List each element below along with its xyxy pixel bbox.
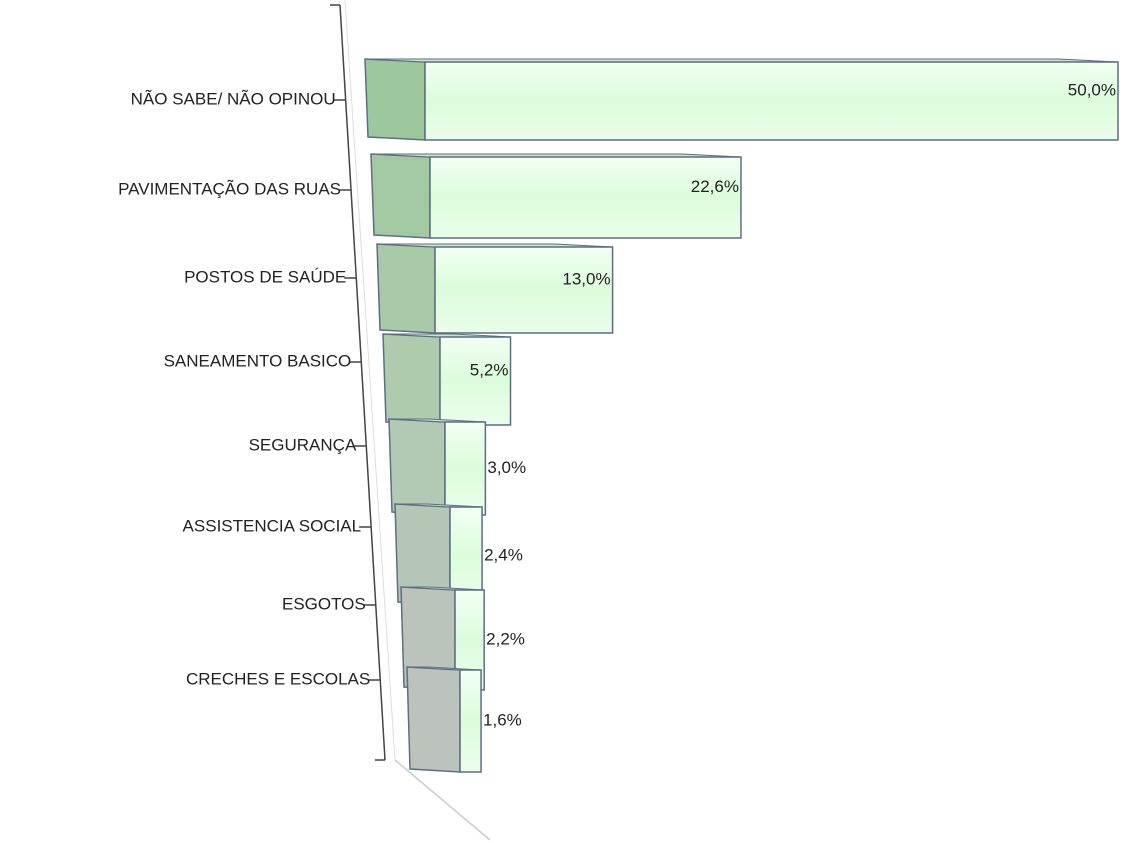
bar xyxy=(459,669,482,773)
value-label: 13,0% xyxy=(562,269,610,288)
category-label: ESGOTOS xyxy=(282,594,366,613)
category-label: SEGURANÇA xyxy=(249,435,357,454)
bar xyxy=(444,421,487,516)
bar-side xyxy=(370,153,431,239)
bar-side xyxy=(364,58,426,141)
value-label: 2,2% xyxy=(486,629,525,648)
bar xyxy=(429,156,742,239)
value-label: 5,2% xyxy=(470,360,509,379)
category-label: CRECHES E ESCOLAS xyxy=(186,669,370,688)
category-label: SANEAMENTO BASICO xyxy=(164,351,352,370)
bar-side xyxy=(388,418,446,516)
category-label: PAVIMENTAÇÃO DAS RUAS xyxy=(118,179,341,198)
category-label: ASSISTENCIA SOCIAL xyxy=(183,516,362,535)
value-label: 1,6% xyxy=(483,710,522,729)
category-label: NÃO SABE/ NÃO OPINOU xyxy=(131,89,336,108)
category-label: POSTOS DE SAÚDE xyxy=(184,267,346,286)
axis-line xyxy=(339,4,386,761)
bar xyxy=(424,61,1119,141)
value-label: 3,0% xyxy=(487,458,526,477)
bar xyxy=(439,336,512,426)
wall-line xyxy=(344,0,396,761)
value-label: 2,4% xyxy=(484,545,523,564)
bar-side xyxy=(382,333,441,426)
bar-side xyxy=(376,243,436,334)
bar xyxy=(434,246,614,334)
bar-side xyxy=(406,666,461,773)
floor-line xyxy=(394,759,491,841)
value-label: 22,6% xyxy=(691,177,739,196)
value-label: 50,0% xyxy=(1068,80,1116,99)
